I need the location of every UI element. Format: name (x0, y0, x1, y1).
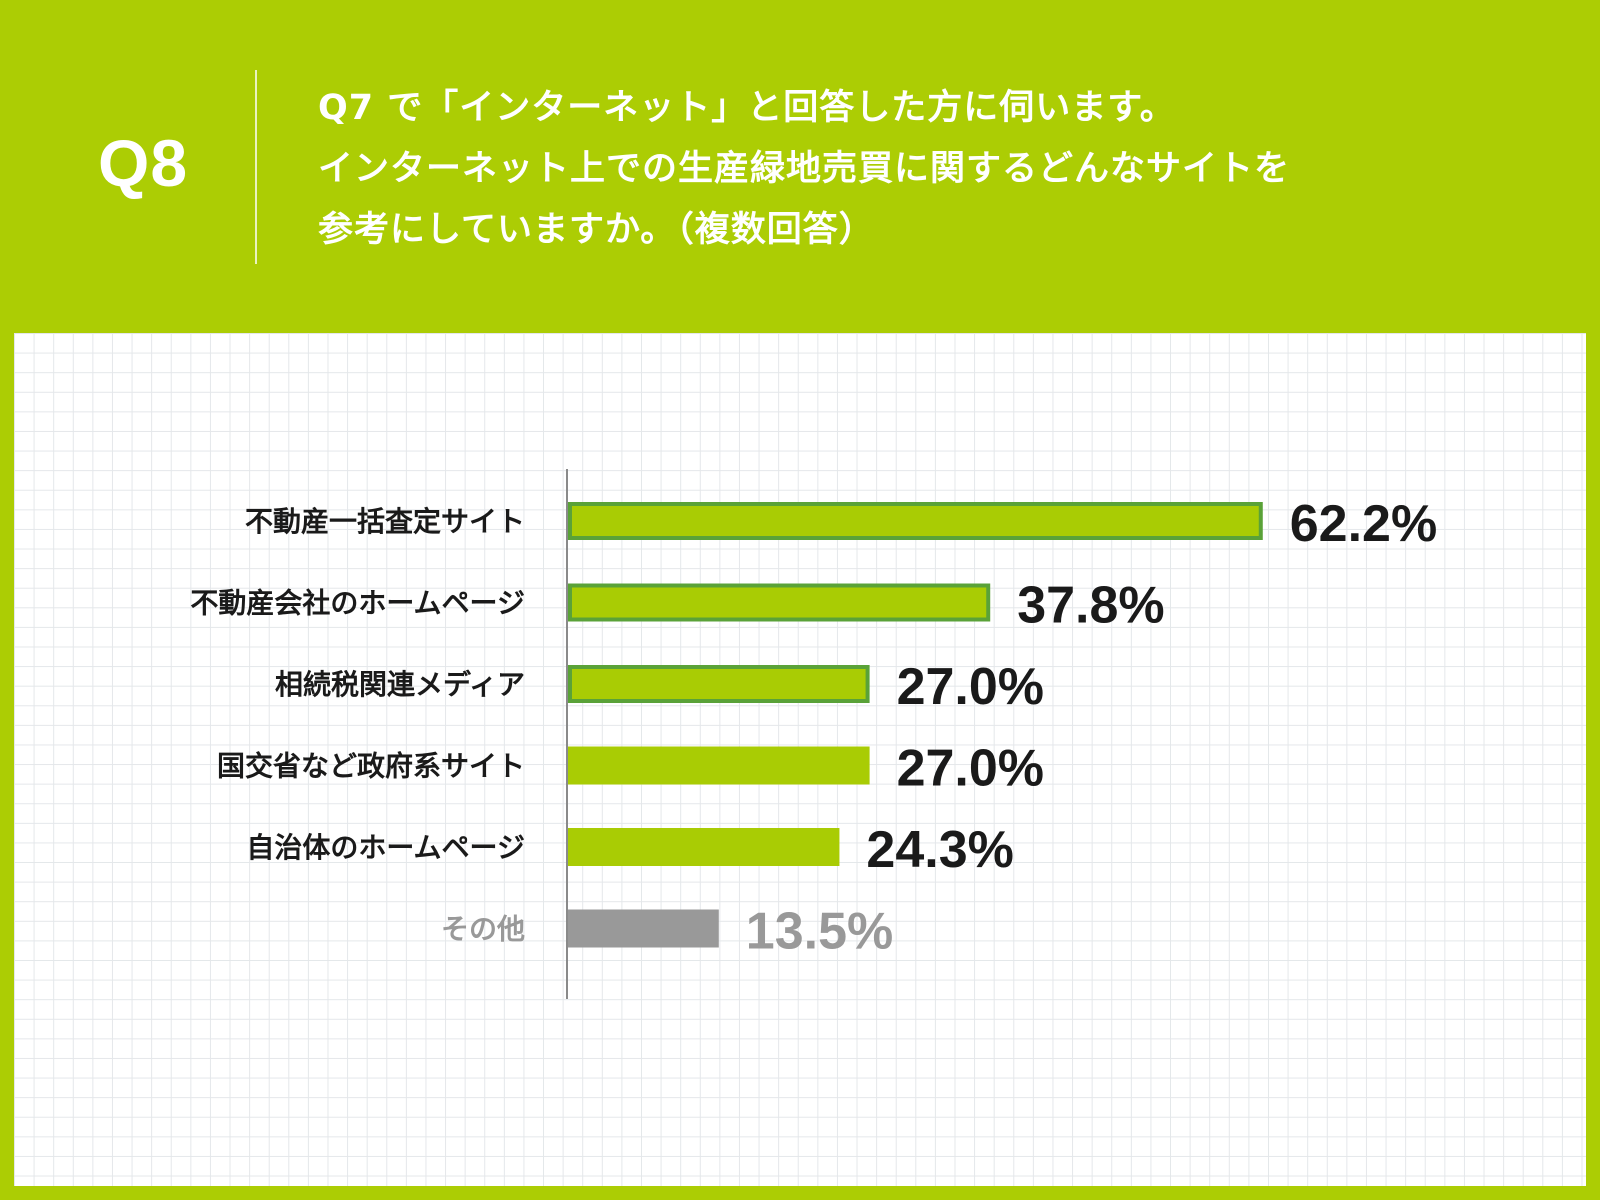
bar-1 (568, 583, 991, 622)
category-label-2: 相続税関連メディア (275, 668, 525, 701)
header-divider (255, 70, 257, 264)
value-label-3: 27.0% (897, 740, 1044, 798)
question-line-1: Q7 で「インターネット」と回答した方に伺います。 (318, 88, 1176, 128)
value-label-4: 24.3% (866, 821, 1013, 879)
category-label-0: 不動産一括査定サイト (245, 505, 525, 538)
bar-chart: 不動産一括査定サイト 62.2% 不動産会社のホームページ 37.8% 相続税関連メディ… (190, 469, 1437, 999)
chart-panel: 不動産一括査定サイト 62.2% 不動産会社のホームページ 37.8% 相続税関連メディ… (14, 333, 1586, 1186)
bar-0 (568, 502, 1263, 540)
question-line-2: インターネット上での生産緑地売買に関するどんなサイトを (318, 149, 1291, 189)
question-text: Q7 で「インターネット」と回答した方に伺います。 インターネット上での生産緑地… (318, 78, 1558, 261)
question-number: Q8 (98, 126, 189, 200)
value-label-0: 62.2% (1290, 495, 1437, 553)
bar-2 (568, 665, 870, 703)
bar-5 (568, 909, 719, 948)
category-label-3: 国交省など政府系サイト (217, 750, 525, 783)
question-line-3: 参考にしていますか。（複数回答） (318, 210, 875, 250)
bar-4 (568, 828, 840, 866)
category-label-1: 不動産会社のホームページ (190, 587, 525, 620)
category-label-5: その他 (441, 913, 525, 946)
header: Q8 Q7 で「インターネット」と回答した方に伺います。 インターネット上での生… (0, 0, 1600, 333)
bar-3 (568, 746, 870, 785)
value-label-5: 13.5% (746, 903, 893, 961)
category-label-4: 自治体のホームページ (246, 831, 525, 864)
value-label-1: 37.8% (1017, 577, 1164, 635)
value-label-2: 27.0% (897, 658, 1044, 716)
